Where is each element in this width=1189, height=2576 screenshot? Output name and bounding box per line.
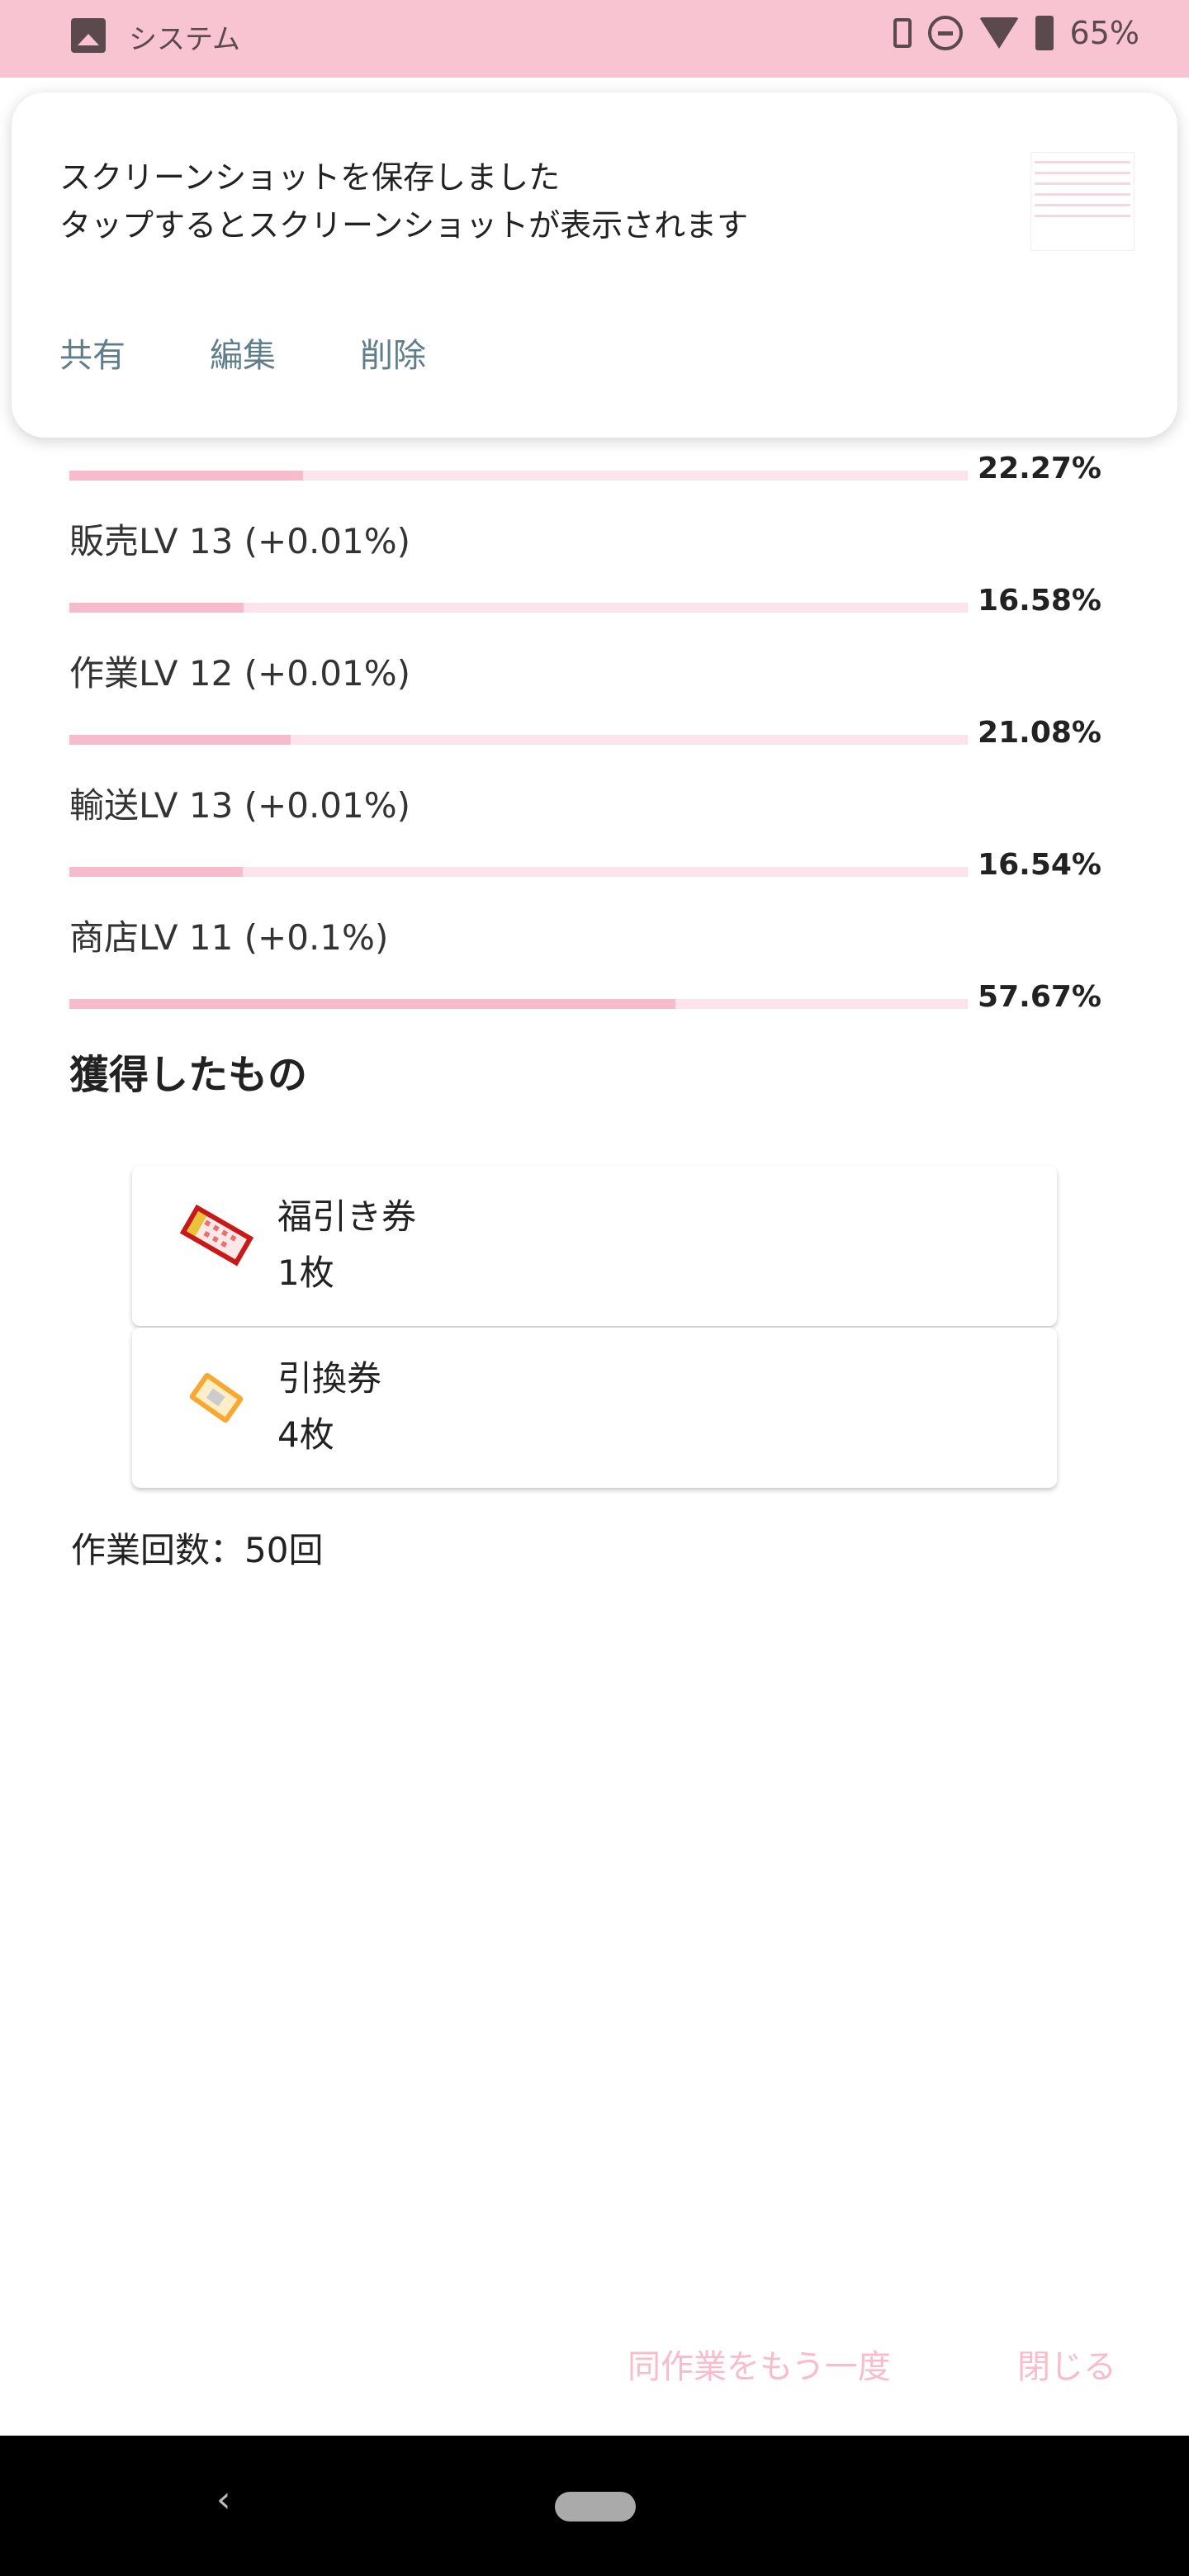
navigation-bar: ‹ <box>0 2436 1189 2576</box>
delete-button[interactable]: 削除 <box>360 337 426 375</box>
skill-label: 輸送LV 13 (+0.01%) <box>69 785 411 826</box>
notification-title: スクリーンショットを保存しました <box>59 159 561 196</box>
edit-button[interactable]: 編集 <box>210 337 276 375</box>
raffle-ticket-icon <box>179 1204 254 1267</box>
skill-progress-fill <box>69 735 291 745</box>
skill-row: 輸送LV 13 (+0.01%) <box>69 784 978 827</box>
battery-icon <box>1035 16 1054 50</box>
skill-progress-bar <box>69 999 1120 1009</box>
do-not-disturb-icon <box>927 16 963 50</box>
battery-percent: 65% <box>1069 15 1139 51</box>
work-count: 作業回数：50回 <box>71 1530 324 1570</box>
vibrate-icon <box>893 18 912 48</box>
screenshot-notification[interactable]: スクリーンショットを保存しました タップするとスクリーンショットが表示されます … <box>12 92 1177 438</box>
skill-percent: 16.58% <box>968 583 1120 619</box>
notification-body: タップするとスクリーンショットが表示されます <box>59 207 749 244</box>
image-icon <box>71 18 106 53</box>
voucher-icon <box>189 1372 244 1423</box>
reward-name: 引換券 <box>277 1358 382 1399</box>
reward-quantity: 4枚 <box>277 1414 334 1455</box>
skill-row: 販売LV 13 (+0.01%) <box>69 520 978 563</box>
skill-progress-fill <box>69 603 244 613</box>
reward-quantity: 1枚 <box>277 1252 334 1293</box>
screenshot-thumbnail[interactable] <box>1030 152 1135 251</box>
skill-label: 販売LV 13 (+0.01%) <box>69 521 411 561</box>
status-bar: システム 65% <box>0 0 1189 78</box>
reward-card: 福引き券 1枚 <box>132 1166 1057 1326</box>
skill-percent: 22.27% <box>968 451 1120 487</box>
close-button[interactable]: 閉じる <box>1017 2348 1116 2386</box>
skill-progress-bar <box>69 867 1120 877</box>
skill-progress-bar <box>69 735 1120 745</box>
skill-label: 作業LV 12 (+0.01%) <box>69 653 411 694</box>
skill-percent: 57.67% <box>968 979 1120 1016</box>
reward-card: 引換券 4枚 <box>132 1328 1057 1488</box>
skill-percent: 16.54% <box>968 847 1120 883</box>
skill-progress-fill <box>69 999 675 1009</box>
wifi-icon <box>978 17 1019 49</box>
skill-row: 作業LV 12 (+0.01%) <box>69 652 978 695</box>
reward-name: 福引き券 <box>277 1196 417 1237</box>
skill-progress-fill <box>69 867 244 877</box>
skill-progress-bar <box>69 603 1120 613</box>
skill-progress-bar <box>69 471 1120 481</box>
rewards-heading: 獲得したもの <box>69 1052 308 1098</box>
repeat-work-button[interactable]: 同作業をもう一度 <box>628 2348 891 2386</box>
share-button[interactable]: 共有 <box>59 337 126 375</box>
home-pill[interactable] <box>555 2492 636 2522</box>
skill-row: 商店LV 11 (+0.1%) <box>69 916 978 959</box>
notification-app-name: システム <box>129 23 240 56</box>
skill-progress-fill <box>69 471 304 481</box>
skill-label: 商店LV 11 (+0.1%) <box>69 917 389 958</box>
skill-percent: 21.08% <box>968 715 1120 751</box>
back-icon[interactable]: ‹ <box>216 2479 231 2521</box>
